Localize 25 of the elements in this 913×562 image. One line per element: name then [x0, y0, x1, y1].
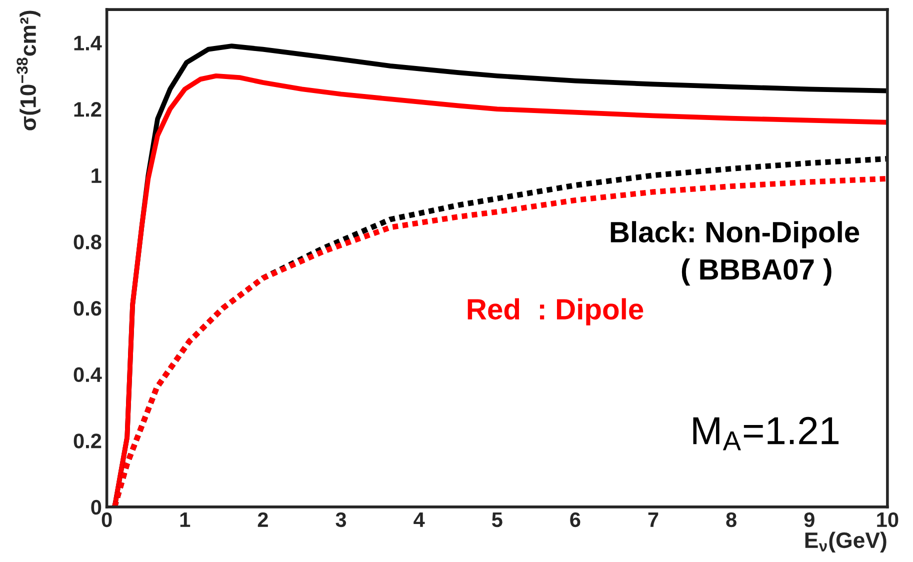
- y-tick-label: 0.2: [74, 434, 102, 448]
- x-tick-label: 8: [726, 512, 736, 528]
- x-tick-label: 2: [258, 512, 268, 527]
- x-tick-label: 0: [102, 512, 112, 528]
- annotation: Red : Dipole: [468, 298, 644, 326]
- x-tick-label: 4: [414, 512, 425, 527]
- y-tick-label: 0.6: [74, 300, 102, 316]
- x-tick-label: 10: [877, 512, 898, 528]
- x-tick-label: 3: [336, 512, 346, 528]
- y-tick-label: 1.2: [74, 102, 102, 117]
- annotation: M$_{A}$=1.21: [693, 416, 839, 450]
- annotation: ( BBBA07 ): [682, 258, 832, 286]
- y-tick-label: 0: [91, 500, 102, 515]
- x-axis-title: E$_{ν}$(GeV): [805, 532, 886, 553]
- x-tick-label: 7: [648, 512, 658, 527]
- x-tick-label: 9: [804, 512, 814, 528]
- y-tick-label: 1.4: [74, 36, 102, 50]
- x-tick-label: 1: [180, 512, 190, 527]
- x-tick-label: 5: [492, 512, 502, 528]
- annotation: Black: Non-Dipole: [610, 221, 860, 248]
- y-tick-label: 0.8: [74, 234, 102, 250]
- y-tick-label: 1: [92, 168, 102, 183]
- y-tick-label: 0.4: [74, 367, 102, 382]
- y-axis-title: σ(10$^{−38}$cm²): [16, 10, 40, 130]
- x-tick-label: 6: [570, 512, 580, 528]
